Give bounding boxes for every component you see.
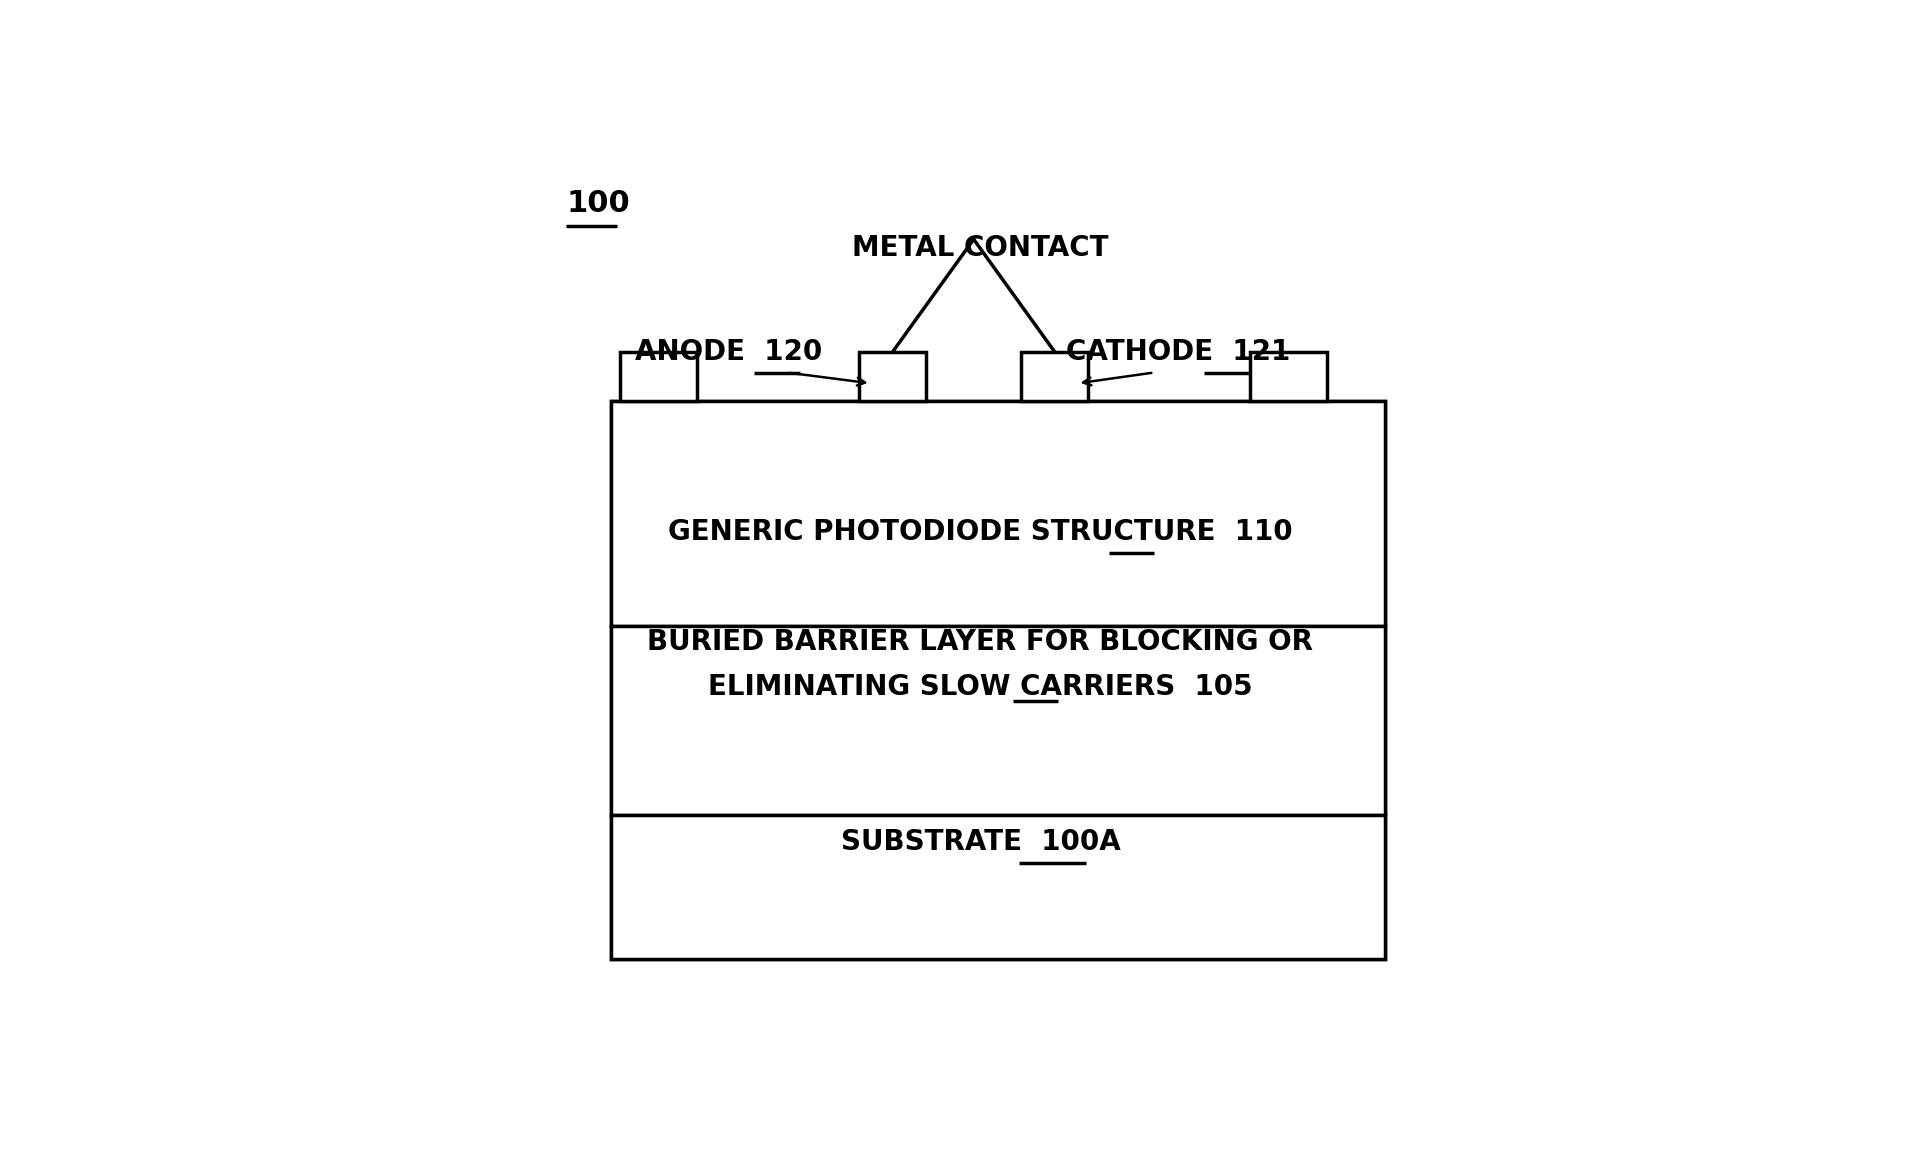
- Bar: [612, 627, 1385, 816]
- Bar: [859, 352, 926, 401]
- Text: BURIED BARRIER LAYER FOR BLOCKING OR: BURIED BARRIER LAYER FOR BLOCKING OR: [647, 628, 1314, 656]
- Text: 100: 100: [566, 188, 629, 217]
- Text: METAL CONTACT: METAL CONTACT: [851, 234, 1110, 262]
- Text: CATHODE  121: CATHODE 121: [1066, 338, 1291, 366]
- Bar: [620, 352, 696, 401]
- Bar: [612, 401, 1385, 960]
- Bar: [612, 816, 1385, 960]
- Text: GENERIC PHOTODIODE STRUCTURE  110: GENERIC PHOTODIODE STRUCTURE 110: [668, 518, 1293, 546]
- Bar: [612, 401, 1385, 627]
- Text: SUBSTRATE  100A: SUBSTRATE 100A: [840, 829, 1121, 857]
- Text: ELIMINATING SLOW CARRIERS  105: ELIMINATING SLOW CARRIERS 105: [708, 672, 1253, 700]
- Text: ANODE  120: ANODE 120: [635, 338, 823, 366]
- Bar: [1251, 352, 1328, 401]
- Bar: [1022, 352, 1088, 401]
